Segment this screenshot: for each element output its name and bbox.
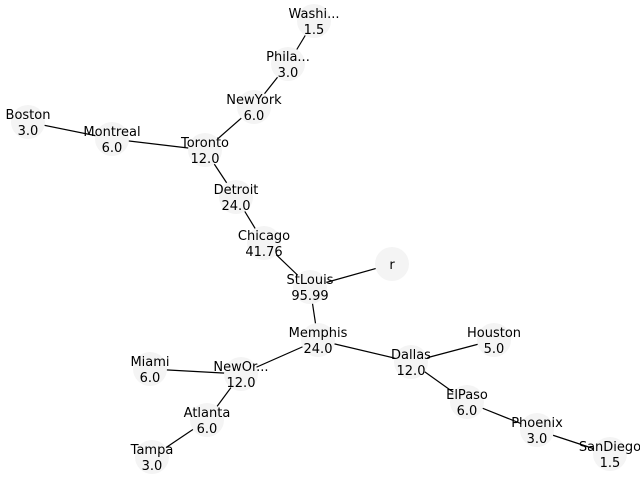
node-name-label: SanDiego: [579, 440, 640, 455]
node-value-label: 3.0: [527, 432, 548, 447]
node-value-label: 24.0: [304, 342, 333, 357]
node-name-label: Detroit: [214, 183, 259, 198]
node-circle: [190, 403, 224, 437]
node-value-label: 12.0: [191, 152, 220, 167]
node-value-label: 3.0: [278, 66, 299, 81]
node-name-label: r: [389, 258, 395, 273]
node-name-label: Dallas: [391, 348, 431, 363]
node-washington: Washi...1.5: [288, 4, 340, 38]
nodes: Washi...1.5Phila...3.0NewYork6.0Boston3.…: [6, 4, 640, 474]
node-circle: [219, 180, 253, 214]
node-name-label: Chicago: [238, 229, 290, 244]
node-value-label: 6.0: [140, 371, 161, 386]
node-name-label: ElPaso: [446, 388, 488, 403]
node-circle: [11, 105, 45, 139]
node-value-label: 5.0: [484, 342, 505, 357]
node-value-label: 41.76: [245, 245, 282, 260]
node-value-label: 24.0: [222, 199, 251, 214]
node-value-label: 6.0: [457, 404, 478, 419]
node-value-label: 1.5: [304, 23, 325, 38]
node-name-label: Montreal: [83, 125, 140, 140]
node-name-label: Phila...: [266, 50, 310, 65]
node-r: r: [375, 247, 409, 281]
node-philadelphia: Phila...3.0: [266, 47, 310, 81]
node-circle: [520, 413, 554, 447]
node-value-label: 6.0: [197, 422, 218, 437]
node-circle: [271, 47, 305, 81]
node-circle: [297, 4, 331, 38]
node-name-label: Atlanta: [184, 406, 231, 421]
node-circle: [224, 357, 258, 391]
node-value-label: 1.5: [600, 456, 621, 471]
node-circle: [593, 437, 627, 471]
node-value-label: 6.0: [244, 109, 265, 124]
node-name-label: Miami: [130, 355, 169, 370]
node-value-label: 3.0: [142, 459, 163, 474]
node-name-label: Toronto: [180, 136, 229, 151]
edges: [27, 20, 611, 458]
node-value-label: 6.0: [102, 141, 123, 156]
node-value-label: 3.0: [18, 124, 39, 139]
node-circle: [375, 247, 409, 281]
node-value-label: 12.0: [397, 364, 426, 379]
node-circle: [247, 226, 281, 260]
node-name-label: StLouis: [287, 273, 334, 288]
node-neworleans: NewOr...12.0: [213, 357, 269, 391]
node-circle: [301, 323, 335, 357]
node-circle: [450, 385, 484, 419]
node-circle: [293, 270, 327, 304]
node-name-label: NewYork: [226, 93, 282, 108]
node-circle: [135, 440, 169, 474]
node-name-label: Houston: [467, 326, 521, 341]
node-circle: [188, 133, 222, 167]
node-name-label: Washi...: [288, 7, 339, 22]
node-circle: [95, 122, 129, 156]
node-circle: [133, 352, 167, 386]
node-name-label: Boston: [6, 108, 51, 123]
node-circle: [237, 90, 271, 124]
node-circle: [477, 323, 511, 357]
node-value-label: 95.99: [291, 289, 328, 304]
node-name-label: NewOr...: [213, 360, 268, 375]
node-name-label: Memphis: [289, 326, 348, 341]
node-name-label: Tampa: [130, 443, 174, 458]
node-circle: [394, 345, 428, 379]
node-name-label: Phoenix: [511, 416, 563, 431]
node-value-label: 12.0: [227, 376, 256, 391]
